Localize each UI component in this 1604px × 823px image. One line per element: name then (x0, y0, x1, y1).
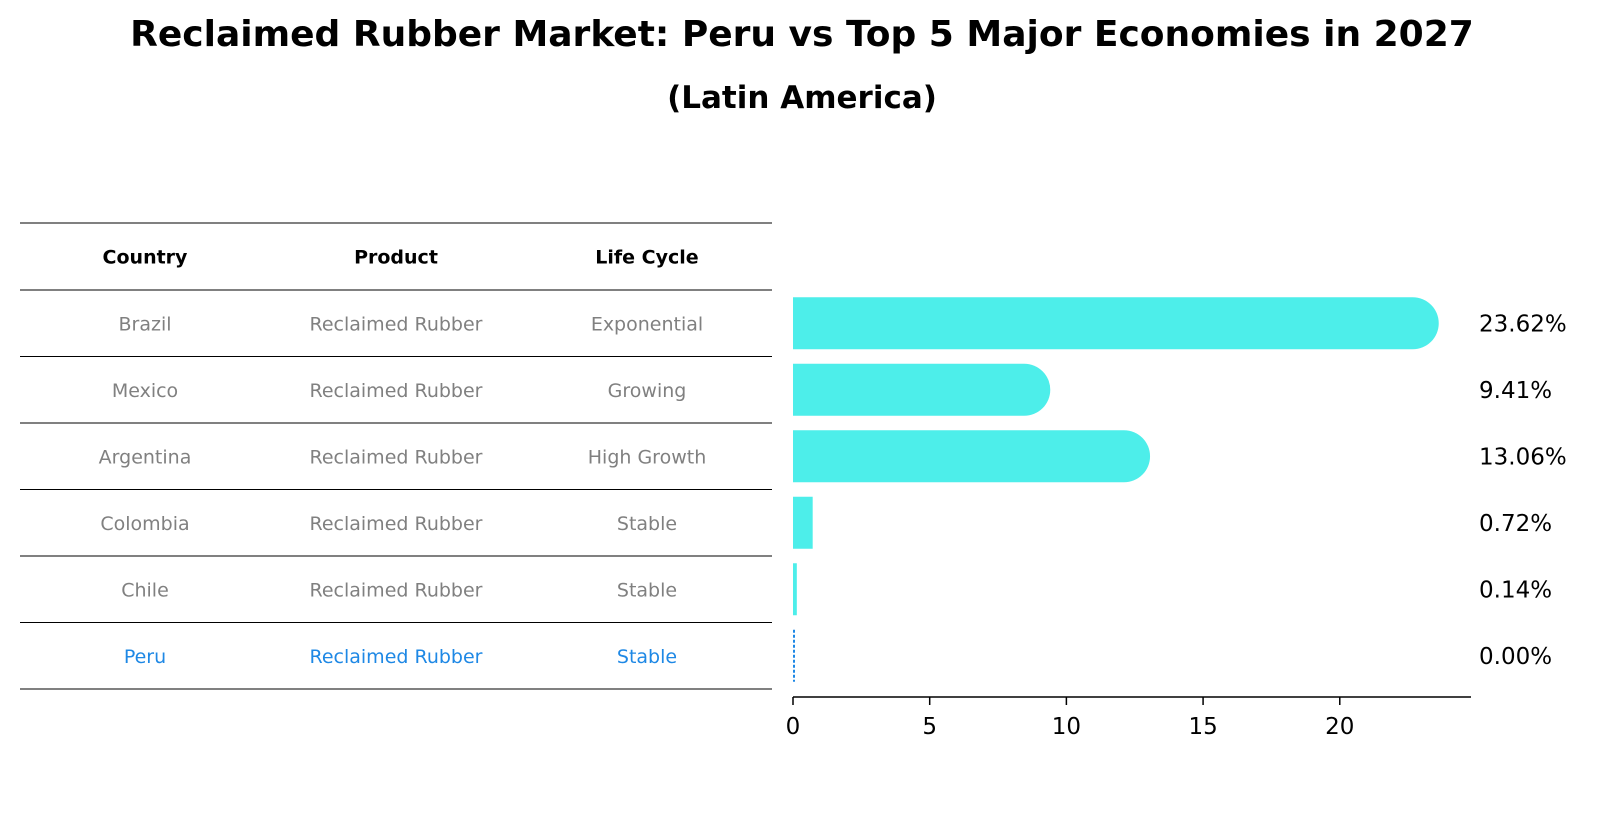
table-cell: Reclaimed Rubber (310, 513, 483, 535)
chart-title: Reclaimed Rubber Market: Peru vs Top 5 M… (130, 14, 1474, 55)
bar-colombia (793, 496, 813, 549)
x-tick-label: 15 (1188, 714, 1217, 740)
table-cell: Stable (617, 646, 677, 668)
table-cell: Peru (124, 646, 166, 668)
data-label: 0.00% (1479, 644, 1552, 670)
table-cell: Reclaimed Rubber (310, 579, 483, 601)
table-cell: Mexico (112, 380, 178, 402)
table-cell: Argentina (99, 446, 192, 468)
table-header-product: Product (354, 247, 438, 269)
table-cell: Chile (121, 579, 169, 601)
table-cell: Growing (608, 380, 687, 402)
data-label: 23.62% (1479, 311, 1567, 337)
table-header-life-cycle: Life Cycle (595, 247, 698, 269)
bar-brazil (793, 297, 1439, 350)
table-cell: Exponential (591, 313, 703, 335)
table-cell: Colombia (100, 513, 189, 535)
table-header-country: Country (103, 247, 189, 269)
table-cell: Reclaimed Rubber (310, 446, 483, 468)
table-cell: High Growth (588, 446, 706, 468)
table-cell: Reclaimed Rubber (310, 313, 483, 335)
data-label: 13.06% (1479, 444, 1567, 470)
x-tick-label: 10 (1052, 714, 1081, 740)
table-cell: Stable (617, 579, 677, 601)
table-cell: Reclaimed Rubber (310, 380, 483, 402)
x-tick-label: 20 (1325, 714, 1354, 740)
bar-mexico (793, 363, 1051, 416)
data-label: 0.14% (1479, 577, 1552, 603)
data-label: 9.41% (1479, 378, 1552, 404)
bar-chile (793, 563, 797, 616)
chart-subtitle: (Latin America) (667, 80, 937, 116)
bar-argentina (793, 430, 1151, 483)
table-cell: Reclaimed Rubber (310, 646, 483, 668)
data-label: 0.72% (1479, 511, 1552, 537)
table-cell: Stable (617, 513, 677, 535)
table-cell: Brazil (118, 313, 171, 335)
x-tick-label: 5 (922, 714, 937, 740)
x-tick-label: 0 (786, 714, 801, 740)
